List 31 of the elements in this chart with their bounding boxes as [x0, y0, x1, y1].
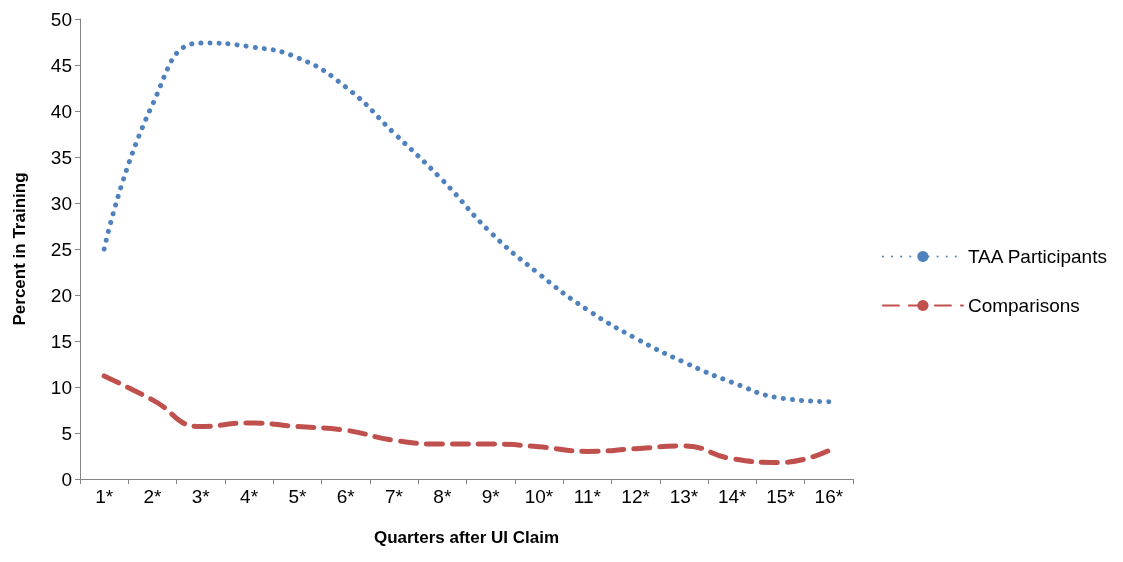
y-tick-label: 25 — [50, 238, 72, 260]
y-tick-label: 35 — [50, 146, 72, 168]
x-tick-label: 5* — [288, 486, 307, 507]
y-tick-label: 45 — [50, 54, 72, 76]
x-tick-label: 11* — [573, 486, 602, 507]
x-tick-label: 4* — [240, 486, 259, 507]
x-tick-label: 15* — [766, 486, 796, 507]
x-tick-label: 13* — [669, 486, 699, 507]
x-tick-label: 7* — [385, 486, 404, 507]
x-tick-label: 2* — [143, 486, 163, 507]
y-tick-label: 0 — [61, 468, 72, 490]
y-tick-label: 20 — [50, 284, 72, 306]
x-tick-label: 10* — [524, 486, 554, 507]
x-tick-label: 3* — [191, 486, 211, 507]
y-tick-label: 50 — [50, 8, 72, 30]
y-tick-label: 30 — [50, 192, 72, 214]
x-tick-label: 9* — [481, 486, 501, 507]
y-axis-title: Percent in Training — [10, 172, 29, 326]
x-tick-label: 6* — [336, 486, 356, 507]
legend-label: TAA Participants — [967, 246, 1107, 267]
legend-label: Comparisons — [967, 295, 1080, 316]
y-tick-label: 40 — [50, 100, 72, 122]
y-tick-label: 10 — [50, 376, 72, 398]
x-tick-label: 1* — [95, 486, 114, 507]
x-axis-title: Quarters after UI Claim — [373, 528, 560, 547]
x-tick-label: 16* — [814, 486, 844, 507]
x-tick-label: 12* — [621, 486, 651, 507]
y-tick-label: 5 — [61, 422, 72, 444]
x-tick-label: 8* — [433, 486, 452, 507]
y-tick-label: 15 — [50, 330, 72, 352]
x-tick-label: 14* — [717, 486, 748, 507]
